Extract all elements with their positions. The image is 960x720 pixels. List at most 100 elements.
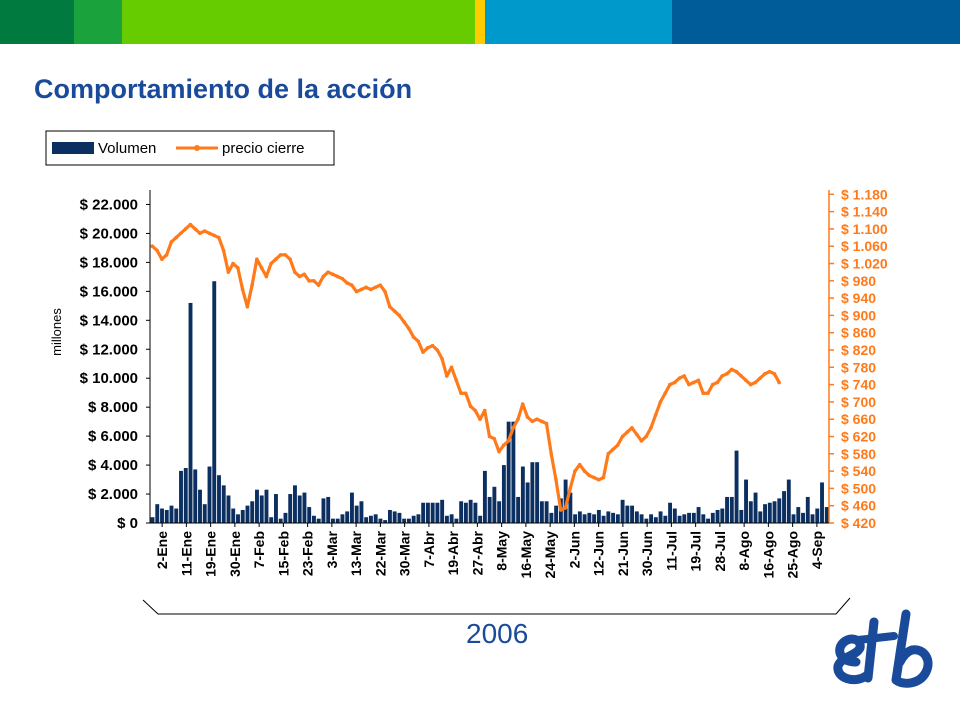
volume-bar	[549, 512, 554, 523]
color-segment-blue	[672, 0, 960, 44]
volume-bar	[435, 502, 440, 523]
volume-bar	[321, 498, 326, 523]
price-point	[763, 372, 767, 376]
volume-bar	[601, 515, 606, 523]
price-point	[573, 469, 577, 473]
price-point	[354, 289, 359, 294]
volume-bar	[796, 507, 801, 523]
price-point	[625, 430, 629, 434]
price-point	[212, 233, 216, 238]
price-point	[274, 257, 278, 261]
price-point	[663, 391, 667, 396]
x-tick-label: 21-Jun	[615, 531, 631, 576]
year-bracket	[142, 597, 851, 615]
volume-bar	[278, 518, 283, 523]
volume-bar	[245, 505, 250, 523]
volume-bar	[710, 512, 715, 523]
price-point	[710, 382, 715, 387]
volume-bar	[791, 514, 796, 523]
price-point	[535, 417, 539, 422]
volume-bar	[255, 489, 259, 523]
right-tick-label: $ 1.140	[841, 204, 888, 220]
left-tick-label: $ 8.000	[88, 399, 138, 416]
volume-bar	[649, 514, 654, 523]
price-point	[440, 356, 444, 361]
price-point	[777, 380, 781, 385]
volume-bar	[801, 512, 805, 523]
volume-bar	[444, 515, 449, 523]
price-point	[706, 391, 710, 396]
price-point	[378, 283, 383, 287]
price-point	[501, 443, 506, 447]
x-tick-label: 19-Jul	[688, 531, 704, 571]
price-point	[587, 473, 592, 478]
volume-bar	[174, 508, 179, 523]
price-point	[525, 415, 530, 419]
x-tick-label: 12-Jun	[591, 531, 607, 576]
volume-bar	[782, 491, 786, 523]
volume-bar	[824, 507, 829, 523]
price-point	[554, 477, 558, 482]
volume-bar	[625, 505, 630, 523]
price-point	[592, 475, 596, 480]
price-point	[359, 287, 364, 292]
left-tick-label: $ 2.000	[88, 486, 138, 503]
x-tick-label: 16-May	[518, 531, 534, 579]
volume-bar	[720, 508, 725, 523]
volume-bar	[535, 462, 540, 523]
volume-bar	[520, 466, 525, 523]
volume-bar	[620, 499, 625, 523]
volume-bar	[378, 518, 383, 523]
volume-bar	[155, 504, 160, 523]
volume-bar	[820, 482, 824, 523]
price-point	[444, 374, 449, 378]
price-point	[549, 452, 554, 456]
price-point	[316, 283, 321, 287]
right-tick-label: $ 900	[841, 307, 876, 323]
volume-bar	[748, 501, 753, 523]
top-color-bar	[0, 0, 960, 44]
price-point	[269, 261, 273, 266]
volume-bar	[335, 518, 340, 523]
price-point	[687, 382, 691, 387]
volume-bar	[340, 514, 345, 523]
price-point	[240, 287, 245, 292]
right-tick-label: $ 460	[841, 498, 876, 514]
price-point	[392, 309, 397, 313]
price-point	[468, 404, 473, 409]
price-point	[340, 276, 345, 281]
price-point	[425, 346, 430, 350]
volume-bar	[179, 470, 183, 523]
price-point	[335, 274, 340, 279]
volume-bar	[425, 502, 430, 523]
x-tick-label: 23-Feb	[300, 531, 316, 576]
volume-bar	[772, 501, 777, 523]
volume-bar	[368, 515, 373, 523]
volume-bar	[767, 502, 772, 523]
left-axis-label: millones	[49, 308, 64, 356]
volume-bar	[316, 518, 321, 523]
right-tick-label: $ 620	[841, 429, 876, 445]
volume-bar	[202, 504, 207, 523]
price-point	[160, 257, 164, 261]
volume-bar	[459, 501, 464, 523]
volume-bar	[644, 518, 649, 523]
right-tick-label: $ 660	[841, 411, 876, 427]
volume-bar	[682, 514, 687, 523]
price-point	[463, 391, 468, 396]
volume-bar	[725, 496, 729, 523]
volume-bar	[207, 466, 212, 523]
x-tick-label: 13-Mar	[348, 530, 364, 576]
price-point	[725, 372, 729, 376]
volume-bar	[544, 501, 549, 523]
price-line	[150, 223, 781, 512]
price-point	[734, 369, 739, 374]
price-point	[402, 320, 406, 324]
volume-bar	[160, 508, 164, 523]
volume-bar	[554, 505, 559, 523]
left-tick-label: $ 18.000	[80, 254, 138, 271]
volume-bar	[302, 492, 307, 523]
volume-bar	[345, 511, 350, 523]
price-point	[236, 266, 240, 270]
price-point	[720, 374, 724, 378]
